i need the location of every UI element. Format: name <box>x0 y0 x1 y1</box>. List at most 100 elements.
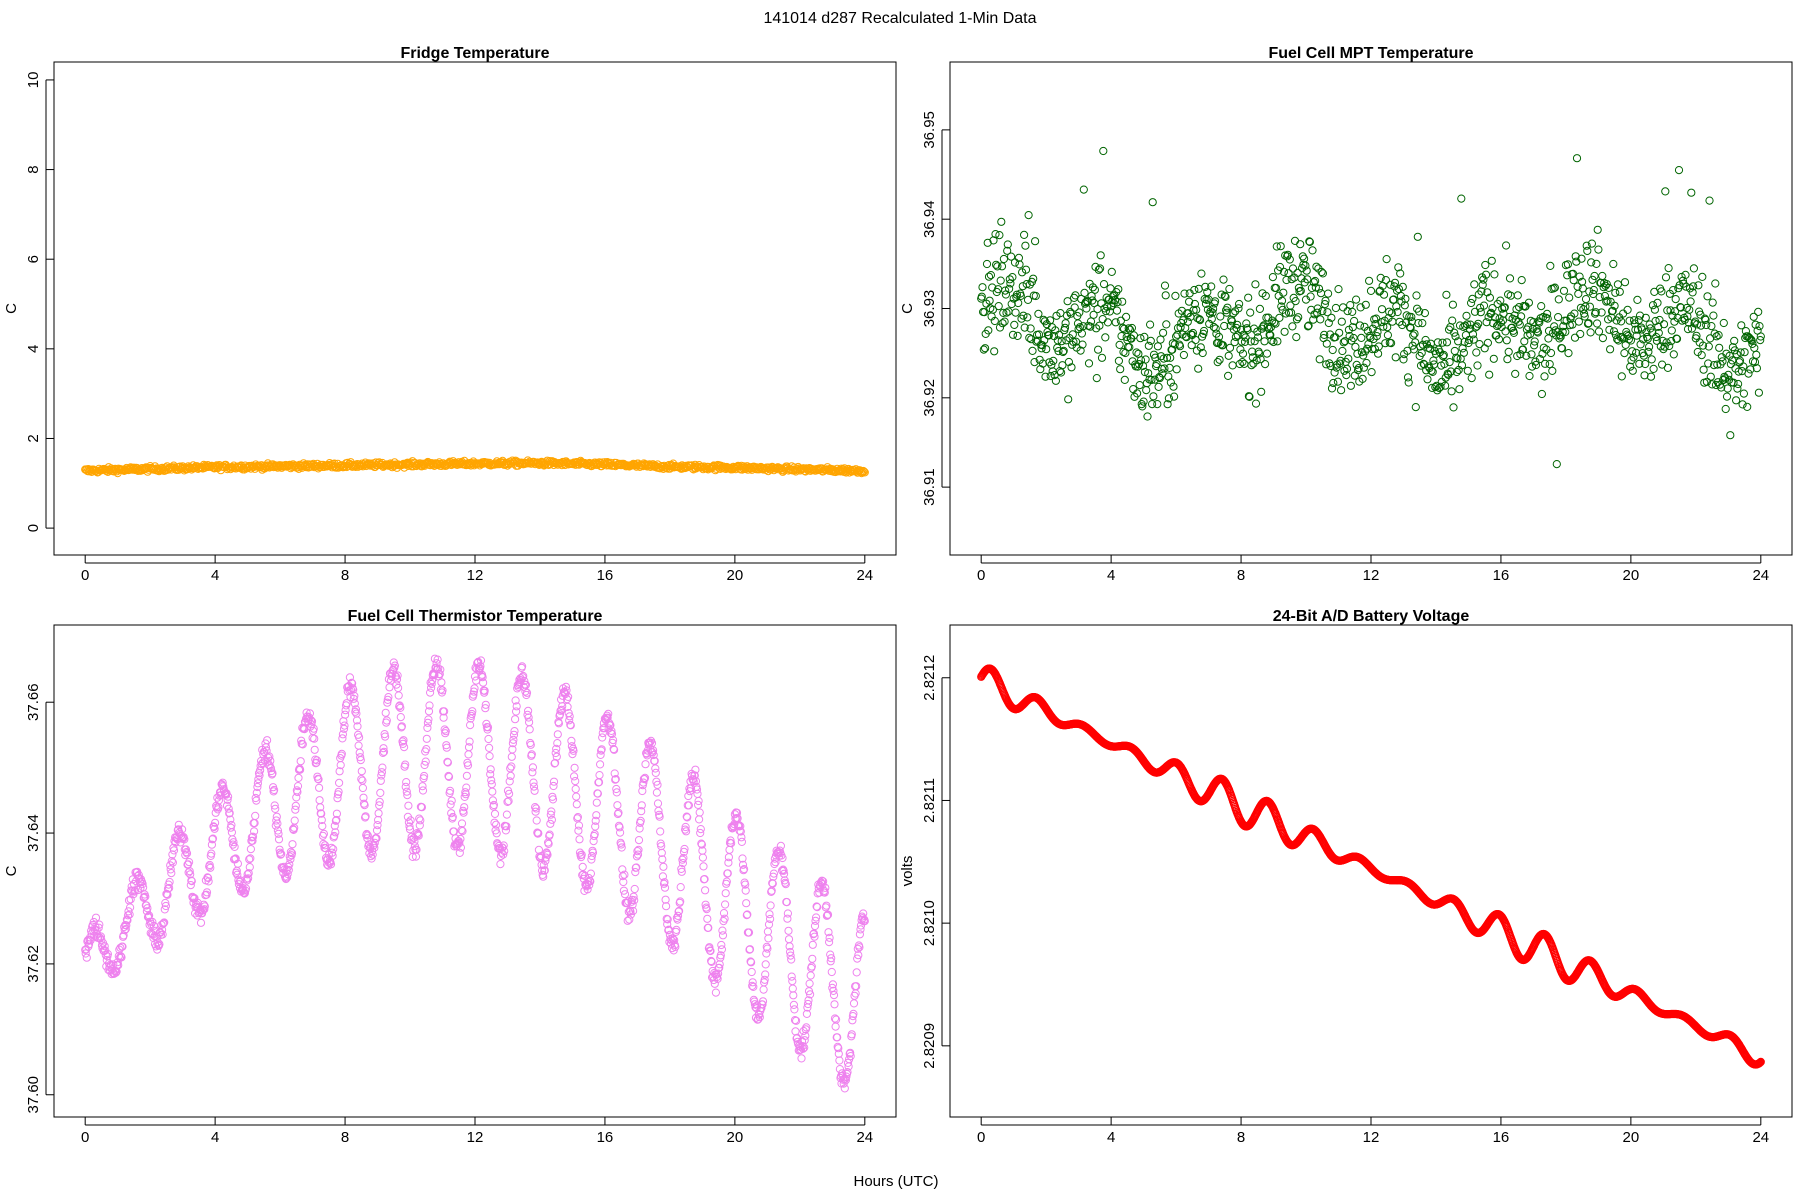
data-point <box>1220 321 1229 331</box>
data-point <box>1182 333 1191 342</box>
data-point <box>270 785 279 795</box>
data-point <box>1179 350 1189 360</box>
data-point <box>1502 336 1511 345</box>
data-point <box>1390 278 1400 287</box>
data-point <box>1269 337 1278 347</box>
battery-y-tick-label: 2.8211 <box>921 778 938 823</box>
data-point <box>808 954 817 963</box>
data-point <box>1261 360 1270 369</box>
data-point <box>488 796 497 805</box>
data-point <box>673 915 682 924</box>
data-point <box>652 788 662 797</box>
fridge-y-axis-label: C <box>3 303 20 314</box>
data-point <box>716 951 725 960</box>
data-point <box>849 999 859 1008</box>
data-point <box>158 930 167 939</box>
data-point <box>1453 354 1462 363</box>
data-point <box>1092 374 1101 383</box>
data-point <box>1149 392 1158 401</box>
data-point <box>1485 370 1494 379</box>
data-point <box>1609 259 1618 269</box>
data-point <box>592 811 601 820</box>
data-point <box>378 763 387 772</box>
data-point <box>783 914 792 923</box>
data-point <box>1152 359 1161 369</box>
data-point <box>142 907 151 916</box>
data-point <box>1405 323 1415 332</box>
data-point <box>613 801 622 810</box>
data-point <box>1602 280 1611 289</box>
data-point <box>444 772 454 782</box>
data-point <box>653 780 662 790</box>
data-point <box>977 292 986 301</box>
data-point <box>693 789 702 799</box>
data-point <box>676 897 685 906</box>
data-point <box>510 727 519 736</box>
data-point <box>397 722 406 731</box>
data-point <box>1271 319 1280 328</box>
data-point <box>528 768 537 777</box>
data-point <box>761 960 770 969</box>
data-point <box>743 910 752 919</box>
data-point <box>1604 283 1613 292</box>
data-point <box>1726 360 1736 369</box>
data-point <box>377 771 386 780</box>
data-point <box>167 869 176 878</box>
data-point <box>990 316 999 326</box>
data-point <box>1736 348 1745 357</box>
data-point <box>1041 372 1050 381</box>
data-point <box>1273 337 1282 346</box>
data-point <box>230 842 239 852</box>
data-point <box>1248 347 1257 356</box>
data-point <box>1054 347 1063 356</box>
data-point <box>790 1005 799 1014</box>
data-point <box>632 863 641 872</box>
data-point <box>502 810 511 819</box>
data-point <box>1196 316 1205 325</box>
data-point <box>1719 318 1728 328</box>
data-point <box>360 801 369 810</box>
data-point <box>859 467 869 476</box>
data-point <box>695 815 704 824</box>
data-point <box>1593 319 1602 328</box>
data-point <box>1617 317 1626 326</box>
data-point <box>1155 373 1165 383</box>
data-point <box>439 713 448 722</box>
data-point <box>1303 275 1312 284</box>
data-point <box>572 800 581 809</box>
data-point <box>994 302 1003 311</box>
data-point <box>623 916 632 925</box>
data-point <box>1438 338 1447 347</box>
data-point <box>91 913 101 922</box>
data-point <box>1257 387 1266 396</box>
data-point <box>1721 404 1730 414</box>
data-point <box>288 840 297 849</box>
data-point <box>1053 336 1062 345</box>
data-point <box>1139 397 1148 406</box>
data-point <box>456 843 465 852</box>
data-point <box>1565 293 1574 302</box>
data-point <box>747 967 756 977</box>
data-point <box>227 828 236 837</box>
data-point <box>1320 300 1330 309</box>
data-point <box>1324 318 1333 328</box>
data-point <box>1669 286 1678 295</box>
data-point <box>435 670 444 679</box>
data-point <box>244 869 253 878</box>
data-point <box>831 1022 840 1031</box>
data-point <box>1244 392 1254 401</box>
data-point <box>1176 323 1185 332</box>
data-point <box>766 914 775 924</box>
data-point <box>817 876 827 885</box>
data-point <box>499 841 508 850</box>
data-point <box>440 725 449 734</box>
data-point <box>1413 304 1422 313</box>
data-point <box>1524 298 1534 307</box>
data-point <box>607 729 617 739</box>
data-point <box>801 1031 810 1040</box>
data-point <box>178 825 187 834</box>
data-point <box>1387 309 1396 318</box>
data-point <box>611 775 620 784</box>
data-point <box>82 953 91 962</box>
data-point <box>806 990 815 999</box>
